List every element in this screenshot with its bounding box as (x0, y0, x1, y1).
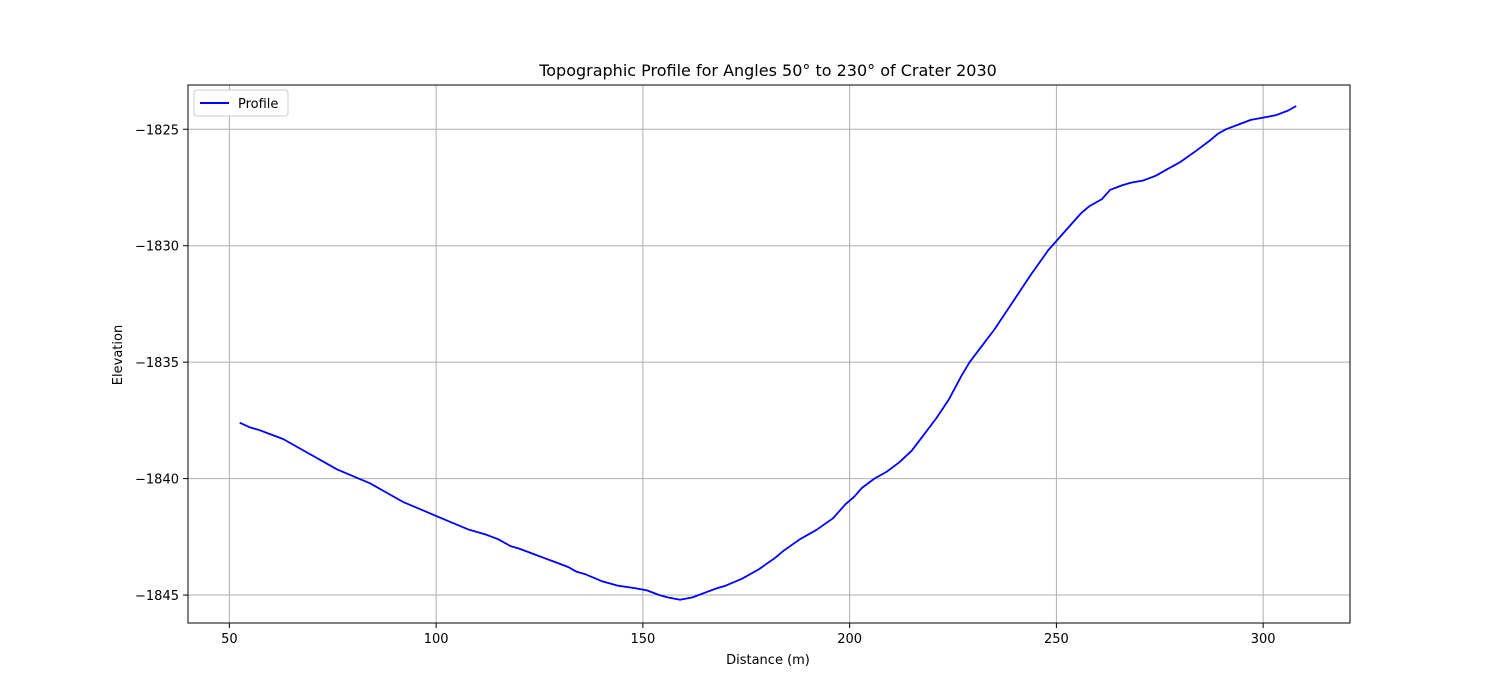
series-line-profile (239, 105, 1297, 601)
plot-frame (187, 84, 1351, 624)
axis-ticks: 50 100 150 200 250 300 −1825 −1830 −1835 −1840 −18… (135, 123, 1276, 647)
plot-area (239, 105, 1297, 601)
x-tick-label: 250 (1044, 632, 1069, 647)
y-axis-label: Elevation (111, 325, 126, 385)
y-tick-label: −1840 (135, 473, 179, 488)
y-tick-label: −1845 (135, 589, 179, 604)
y-tick-label: −1835 (135, 356, 179, 371)
chart-title: Topographic Profile for Angles 50° to 23… (538, 61, 997, 80)
legend-label-profile: Profile (238, 97, 278, 112)
x-tick-label: 50 (221, 632, 238, 647)
legend: Profile (193, 89, 289, 117)
x-tick-label: 200 (837, 632, 862, 647)
y-tick-label: −1825 (135, 123, 179, 138)
y-tick-label: −1830 (135, 240, 179, 255)
grid (188, 85, 1350, 623)
x-tick-label: 300 (1251, 632, 1276, 647)
x-tick-label: 100 (424, 632, 449, 647)
legend-box (193, 89, 289, 117)
x-tick-label: 150 (630, 632, 655, 647)
x-axis-label: Distance (m) (726, 653, 810, 668)
